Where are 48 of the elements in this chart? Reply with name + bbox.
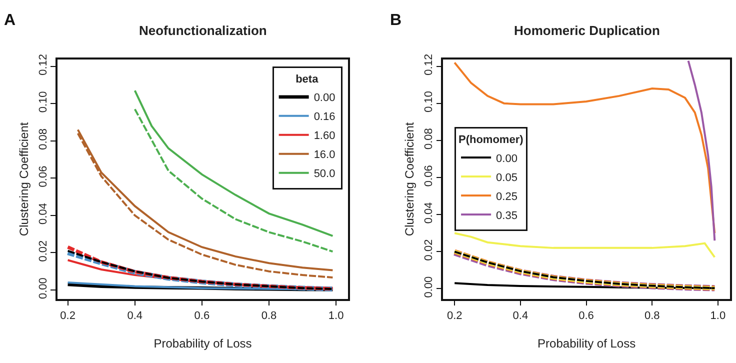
line-series <box>454 62 716 234</box>
line-series <box>687 60 716 242</box>
x-tick-label: 0.4 <box>127 310 143 322</box>
y-tick-label: 0.12 <box>37 54 50 76</box>
y-tick-label: 0.10 <box>37 91 50 113</box>
y-tick-label: 0.00 <box>422 276 435 298</box>
line-series <box>134 108 334 253</box>
y-tick-label: 0.06 <box>37 166 50 188</box>
legend-label: 50.0 <box>314 168 336 180</box>
x-tick-label: 0.8 <box>261 310 277 322</box>
y-tick-label: 0.08 <box>37 128 50 150</box>
x-axis-title: Probability of Loss <box>538 336 636 350</box>
x-tick-label: 1.0 <box>328 310 344 322</box>
y-tick-label: 0.08 <box>422 128 435 150</box>
x-tick-label: 0.2 <box>60 310 76 322</box>
x-tick-label: 0.2 <box>446 310 462 322</box>
y-tick-label: 0.02 <box>37 240 50 262</box>
legend-label: 0.25 <box>496 190 518 203</box>
legend-label: 0.16 <box>314 111 336 124</box>
line-series <box>454 232 716 258</box>
y-tick-label: 0.12 <box>422 54 435 76</box>
y-tick-label: 0.06 <box>422 165 435 187</box>
y-axis-title: Clustering Coefficient <box>402 122 417 236</box>
legend-label: 0.35 <box>496 210 518 222</box>
legend-label: 16.0 <box>314 149 336 162</box>
y-axis-title: Clustering Coefficient <box>17 122 32 236</box>
x-tick-label: 0.8 <box>644 310 660 322</box>
y-tick-label: 0.04 <box>37 203 50 224</box>
legend-label: 0.00 <box>496 152 518 165</box>
text: B <box>390 12 402 29</box>
chart-title: Homomeric Duplication <box>514 23 660 38</box>
legend-label: 0.00 <box>314 92 336 104</box>
x-tick-label: 1.0 <box>710 310 726 322</box>
y-tick-label: 0.00 <box>37 278 50 300</box>
x-tick-label: 0.6 <box>578 310 594 322</box>
legend-label: 1.60 <box>314 130 336 142</box>
y-tick-label: 0.02 <box>422 239 435 261</box>
chart-title: Neofunctionalization <box>139 23 267 38</box>
y-tick-label: 0.10 <box>422 90 435 112</box>
text: A <box>4 12 16 29</box>
x-tick-label: 0.4 <box>512 310 528 322</box>
x-axis-title: Probability of Loss <box>154 336 252 350</box>
y-tick-label: 0.04 <box>422 202 435 224</box>
line-series <box>134 90 334 237</box>
legend-title: beta <box>296 73 320 86</box>
x-tick-label: 0.6 <box>194 310 210 322</box>
legend-title: P(homomer) <box>458 134 524 146</box>
legend-label: 0.05 <box>496 172 518 184</box>
